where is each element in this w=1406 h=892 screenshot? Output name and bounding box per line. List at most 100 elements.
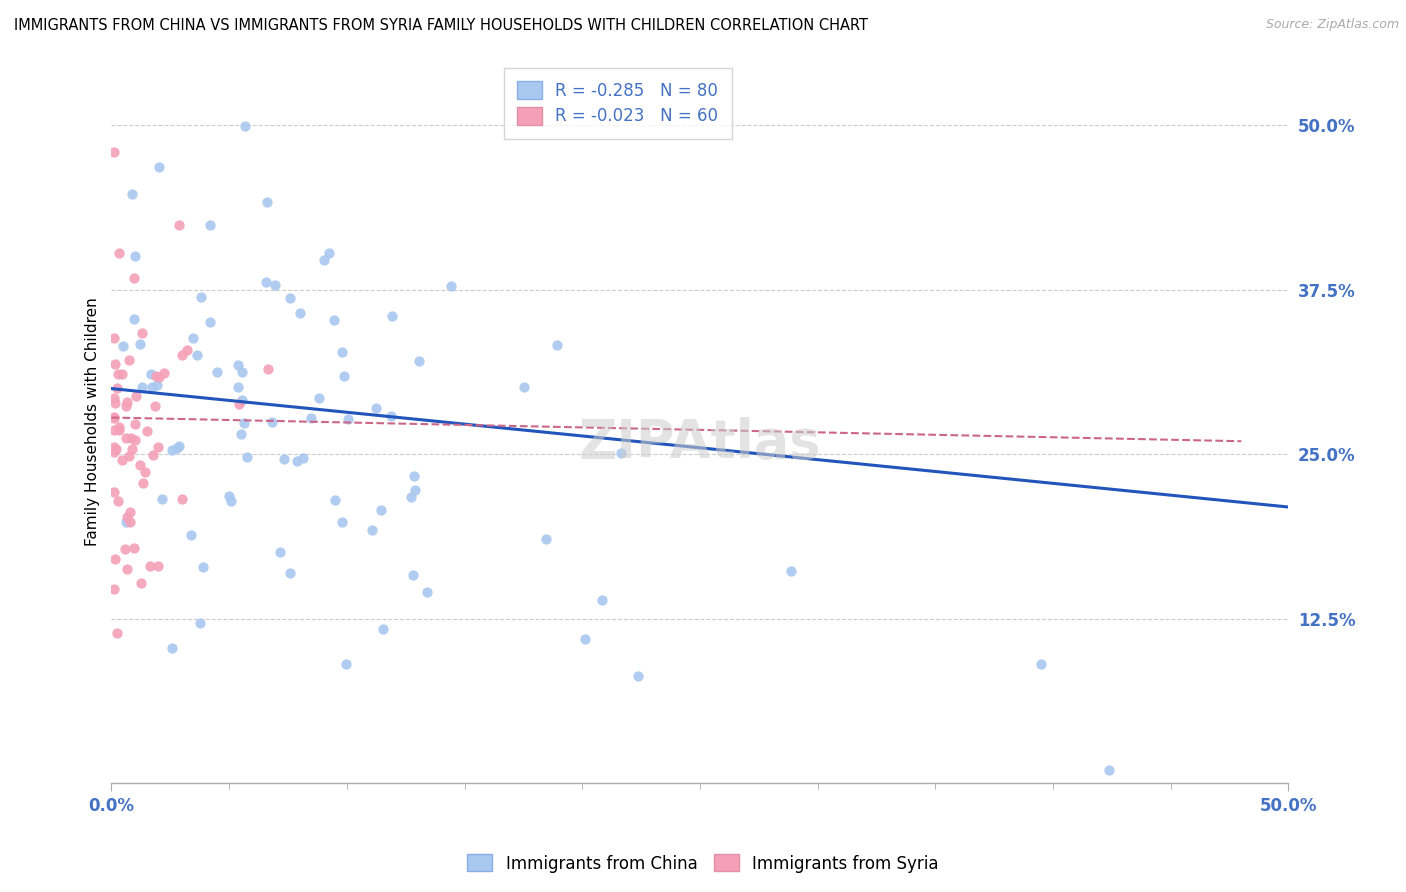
Text: Source: ZipAtlas.com: Source: ZipAtlas.com [1265, 18, 1399, 31]
Point [134, 466, 156, 480]
Point [373, 622, 395, 636]
Point [181, 331, 204, 345]
Point [1031, 657, 1053, 671]
Point [115, 399, 138, 413]
Point [150, 491, 173, 506]
Point [103, 582, 125, 597]
Point [111, 367, 134, 381]
Point [125, 388, 148, 402]
Point [278, 566, 301, 580]
Point [103, 445, 125, 459]
Point [440, 279, 463, 293]
Point [291, 451, 314, 466]
Point [273, 452, 295, 467]
Point [172, 491, 194, 506]
Point [131, 575, 153, 590]
Point [131, 326, 153, 341]
Point [285, 454, 308, 468]
Point [627, 669, 650, 683]
Point [153, 366, 176, 380]
Point [402, 568, 425, 582]
Point [107, 368, 129, 382]
Point [399, 490, 422, 504]
Point [108, 245, 131, 260]
Point [103, 410, 125, 425]
Point [104, 395, 127, 409]
Point [264, 278, 287, 293]
Point [200, 315, 222, 329]
Point [188, 616, 211, 631]
Point [108, 423, 131, 437]
Point [186, 348, 208, 362]
Text: ZIPAtlas: ZIPAtlas [579, 417, 821, 469]
Point [233, 416, 256, 430]
Point [233, 119, 256, 133]
Point [148, 161, 170, 175]
Point [160, 640, 183, 655]
Point [312, 252, 335, 267]
Point [176, 343, 198, 357]
Point [169, 439, 191, 453]
Point [114, 431, 136, 445]
Point [118, 505, 141, 519]
Point [139, 559, 162, 574]
Point [115, 395, 138, 409]
Point [143, 399, 166, 413]
Point [180, 528, 202, 542]
Point [146, 441, 169, 455]
Point [536, 532, 558, 546]
Point [129, 458, 152, 472]
Point [337, 412, 360, 426]
Point [122, 541, 145, 555]
Point [231, 392, 253, 407]
Text: IMMIGRANTS FROM CHINA VS IMMIGRANTS FROM SYRIA FAMILY HOUSEHOLDS WITH CHILDREN C: IMMIGRANTS FROM CHINA VS IMMIGRANTS FROM… [14, 18, 868, 33]
Point [114, 541, 136, 556]
Point [124, 433, 146, 447]
Point [228, 359, 250, 373]
Point [103, 331, 125, 345]
Point [322, 313, 344, 327]
Point [104, 442, 127, 456]
Point [124, 417, 146, 431]
Point [218, 489, 240, 503]
Y-axis label: Family Households with Children: Family Households with Children [86, 297, 100, 546]
Point [118, 352, 141, 367]
Point [141, 380, 163, 394]
Point [111, 452, 134, 467]
Point [122, 270, 145, 285]
Point [193, 560, 215, 574]
Point [104, 552, 127, 566]
Point [1098, 763, 1121, 777]
Point [120, 431, 142, 445]
Point [103, 423, 125, 437]
Point [118, 516, 141, 530]
Point [402, 469, 425, 483]
Point [129, 337, 152, 351]
Point [370, 502, 392, 516]
Point [256, 195, 278, 210]
Point [546, 338, 568, 352]
Point [145, 368, 167, 383]
Point [103, 485, 125, 500]
Point [364, 401, 387, 416]
Point [330, 515, 353, 529]
Point [112, 339, 135, 353]
Point [323, 492, 346, 507]
Point [190, 290, 212, 304]
Point [108, 419, 131, 434]
Point [103, 411, 125, 425]
Point [121, 187, 143, 202]
Point [105, 381, 128, 395]
Point [166, 441, 188, 455]
Point [415, 585, 437, 599]
Point [139, 367, 162, 381]
Point [228, 397, 250, 411]
Point [226, 380, 249, 394]
Point [162, 442, 184, 457]
Point [335, 657, 357, 671]
Point [779, 564, 801, 578]
Legend: R = -0.285   N = 80, R = -0.023   N = 60: R = -0.285 N = 80, R = -0.023 N = 60 [503, 68, 731, 138]
Point [148, 370, 170, 384]
Point [318, 246, 340, 260]
Point [205, 365, 228, 379]
